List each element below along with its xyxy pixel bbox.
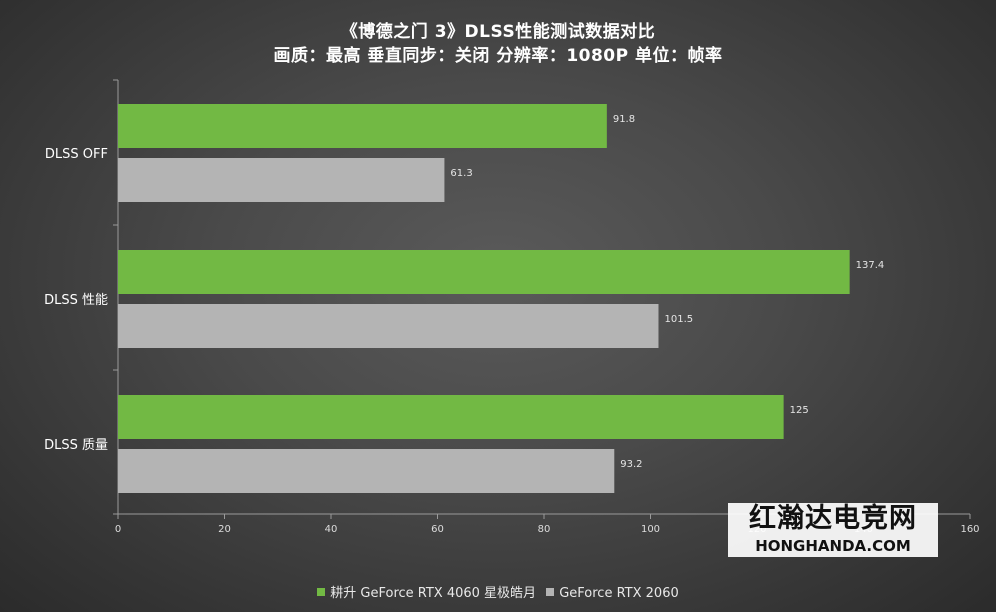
data-label: 101.5 [664,314,693,325]
bar-rtx2060 [118,304,659,348]
bar-rtx2060 [118,158,445,202]
bar-rtx4060 [118,250,850,294]
data-label: 137.4 [856,260,885,271]
chart-subtitle: 画质：最高 垂直同步：关闭 分辨率：1080P 单位：帧率 [273,46,723,66]
watermark-url: HONGHANDA.COM [755,537,911,555]
x-tick-label: 60 [431,524,444,535]
x-tick-label: 100 [641,524,660,535]
legend-swatch-rtx2060 [546,588,555,596]
chart-title: 《博德之门 3》DLSS性能测试数据对比 [340,22,656,42]
legend-swatch-rtx4060 [317,588,326,596]
watermark: 红瀚达电竞网 HONGHANDA.COM [728,503,938,557]
x-tick-label: 20 [218,524,231,535]
bar-rtx4060 [118,395,784,439]
bar-rtx4060 [118,104,607,148]
watermark-title: 红瀚达电竞网 [749,503,917,534]
x-tick-label: 0 [115,524,121,535]
category-label: DLSS OFF [45,147,108,162]
chart-legend: 耕升 GeForce RTX 4060 星极皓月 GeForce RTX 206… [0,582,996,601]
data-label: 61.3 [450,168,472,179]
legend-label-rtx2060: GeForce RTX 2060 [559,586,679,601]
x-tick-label: 160 [960,524,979,535]
x-tick-label: 40 [325,524,338,535]
category-label: DLSS 质量 [44,438,108,453]
legend-item-rtx2060: GeForce RTX 2060 [546,586,679,601]
data-label: 93.2 [620,459,642,470]
bar-rtx2060 [118,449,615,493]
data-label: 91.8 [613,114,635,125]
data-label: 125 [790,405,809,416]
x-tick-label: 80 [538,524,551,535]
legend-label-rtx4060: 耕升 GeForce RTX 4060 星极皓月 [330,586,537,601]
category-label: DLSS 性能 [44,293,108,308]
legend-item-rtx4060: 耕升 GeForce RTX 4060 星极皓月 [317,582,536,601]
